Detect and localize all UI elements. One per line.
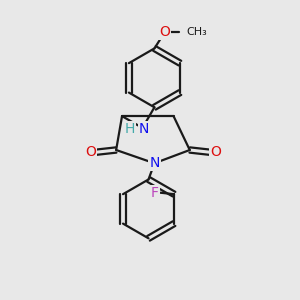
- Text: CH₃: CH₃: [186, 27, 207, 37]
- Text: O: O: [210, 146, 221, 159]
- Text: O: O: [159, 25, 170, 39]
- Text: N: N: [149, 156, 160, 170]
- Text: N: N: [138, 122, 149, 136]
- Text: H: H: [125, 122, 135, 136]
- Text: O: O: [85, 146, 96, 159]
- Text: F: F: [151, 186, 159, 200]
